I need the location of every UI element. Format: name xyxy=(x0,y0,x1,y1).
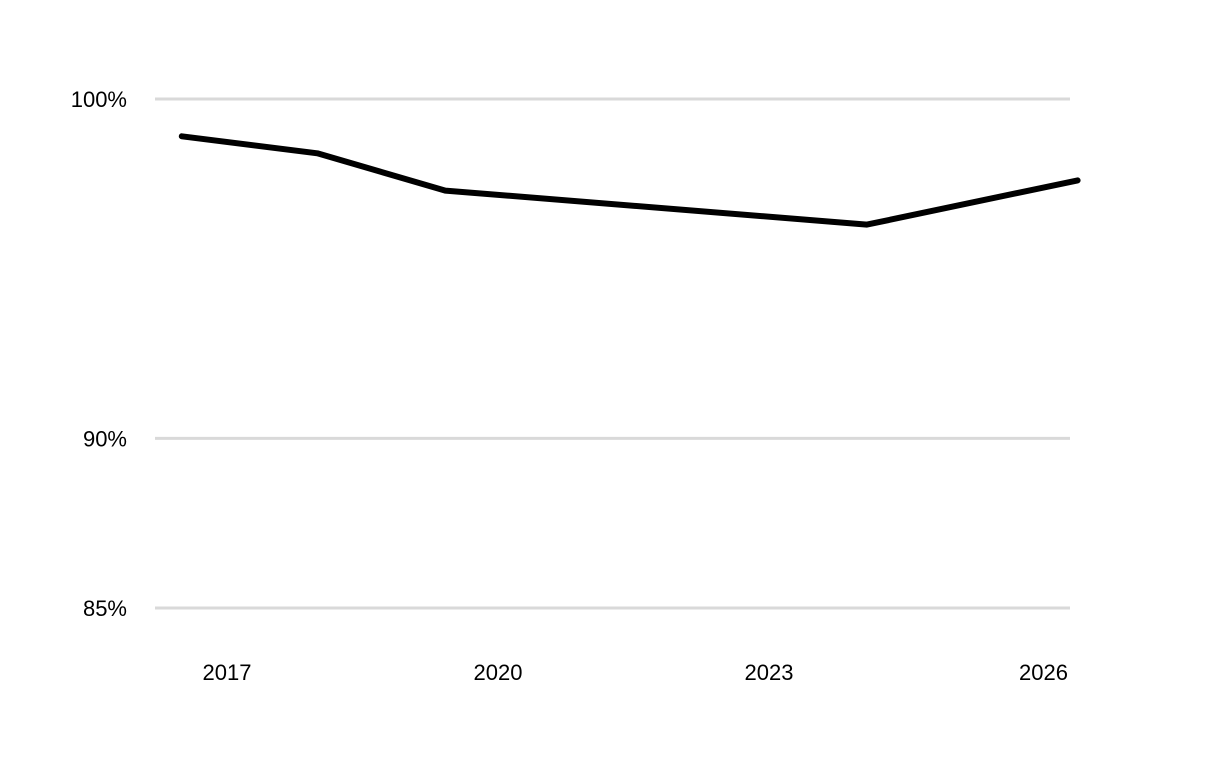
series-lines xyxy=(178,133,1081,228)
x-axis-tick-labels: 2017 2020 2023 2026 xyxy=(203,660,1068,685)
x-tick-label: 2017 xyxy=(203,660,252,685)
gridlines xyxy=(155,97,1070,610)
y-tick-label: 85% xyxy=(83,596,127,621)
x-tick-label: 2026 xyxy=(1019,660,1068,685)
x-tick-label: 2023 xyxy=(745,660,794,685)
y-tick-label: 100% xyxy=(71,87,127,112)
x-tick-label: 2020 xyxy=(474,660,523,685)
series-line-0 xyxy=(178,133,1081,228)
y-tick-label: 90% xyxy=(83,426,127,451)
y-axis-tick-labels: 85% 90% 100% xyxy=(71,87,127,621)
